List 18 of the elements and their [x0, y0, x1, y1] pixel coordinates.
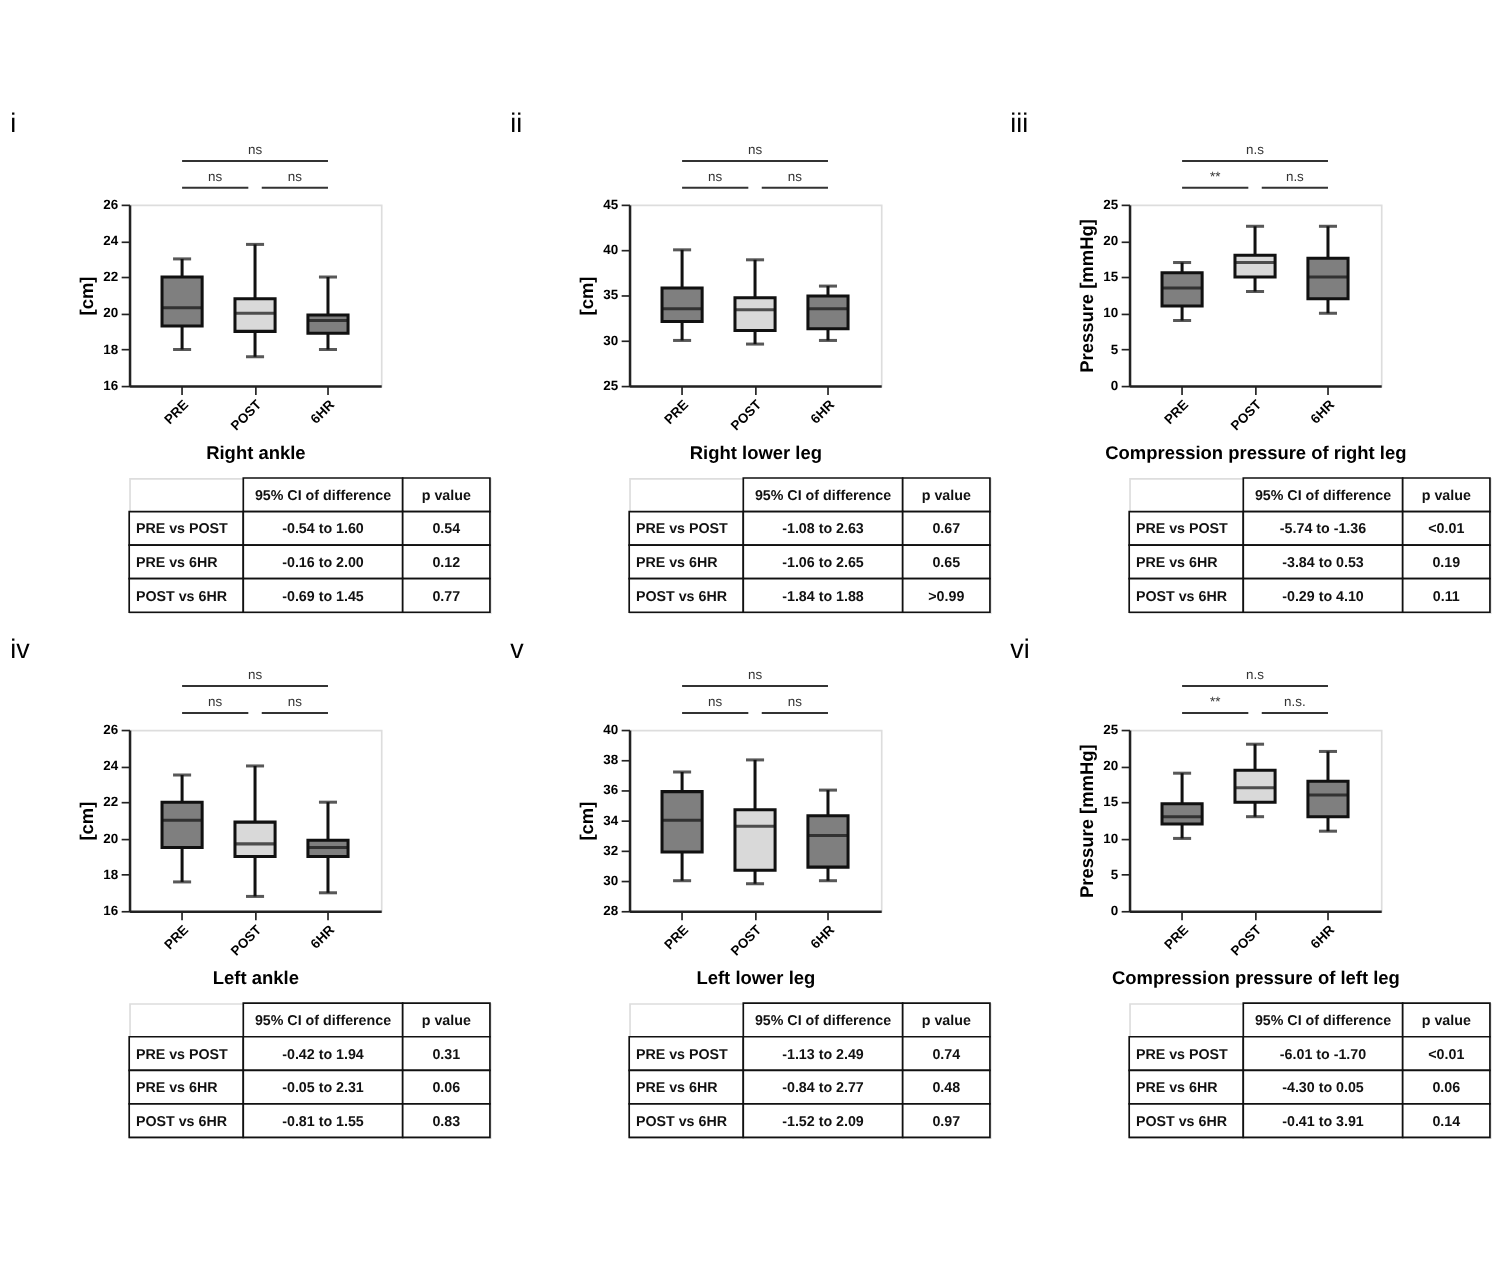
chart-title: ii	[510, 108, 523, 139]
chart-title: iii	[1010, 108, 1029, 139]
y-axis-title: [cm]	[577, 801, 598, 841]
x-axis-title: Right ankle	[206, 442, 306, 463]
chart-title: i	[10, 108, 17, 139]
chart-title: v	[510, 633, 525, 664]
y-axis-title: Pressure [mmHg]	[1077, 219, 1098, 373]
chart-title: iv	[10, 633, 31, 664]
x-axis-title: Compression pressure of right leg	[1105, 442, 1408, 463]
y-axis-title: [cm]	[77, 801, 98, 841]
y-axis-title: [cm]	[77, 276, 98, 316]
chart-title: vi	[1010, 633, 1030, 664]
x-axis-title: Compression pressure of left leg	[1111, 968, 1401, 988]
y-axis-title: [cm]	[577, 276, 598, 316]
x-axis-title: Right lower leg	[689, 442, 823, 463]
x-axis-title: Left lower leg	[696, 968, 817, 988]
y-axis-title: Pressure [mmHg]	[1077, 744, 1098, 899]
x-axis-title: Left ankle	[212, 968, 299, 988]
